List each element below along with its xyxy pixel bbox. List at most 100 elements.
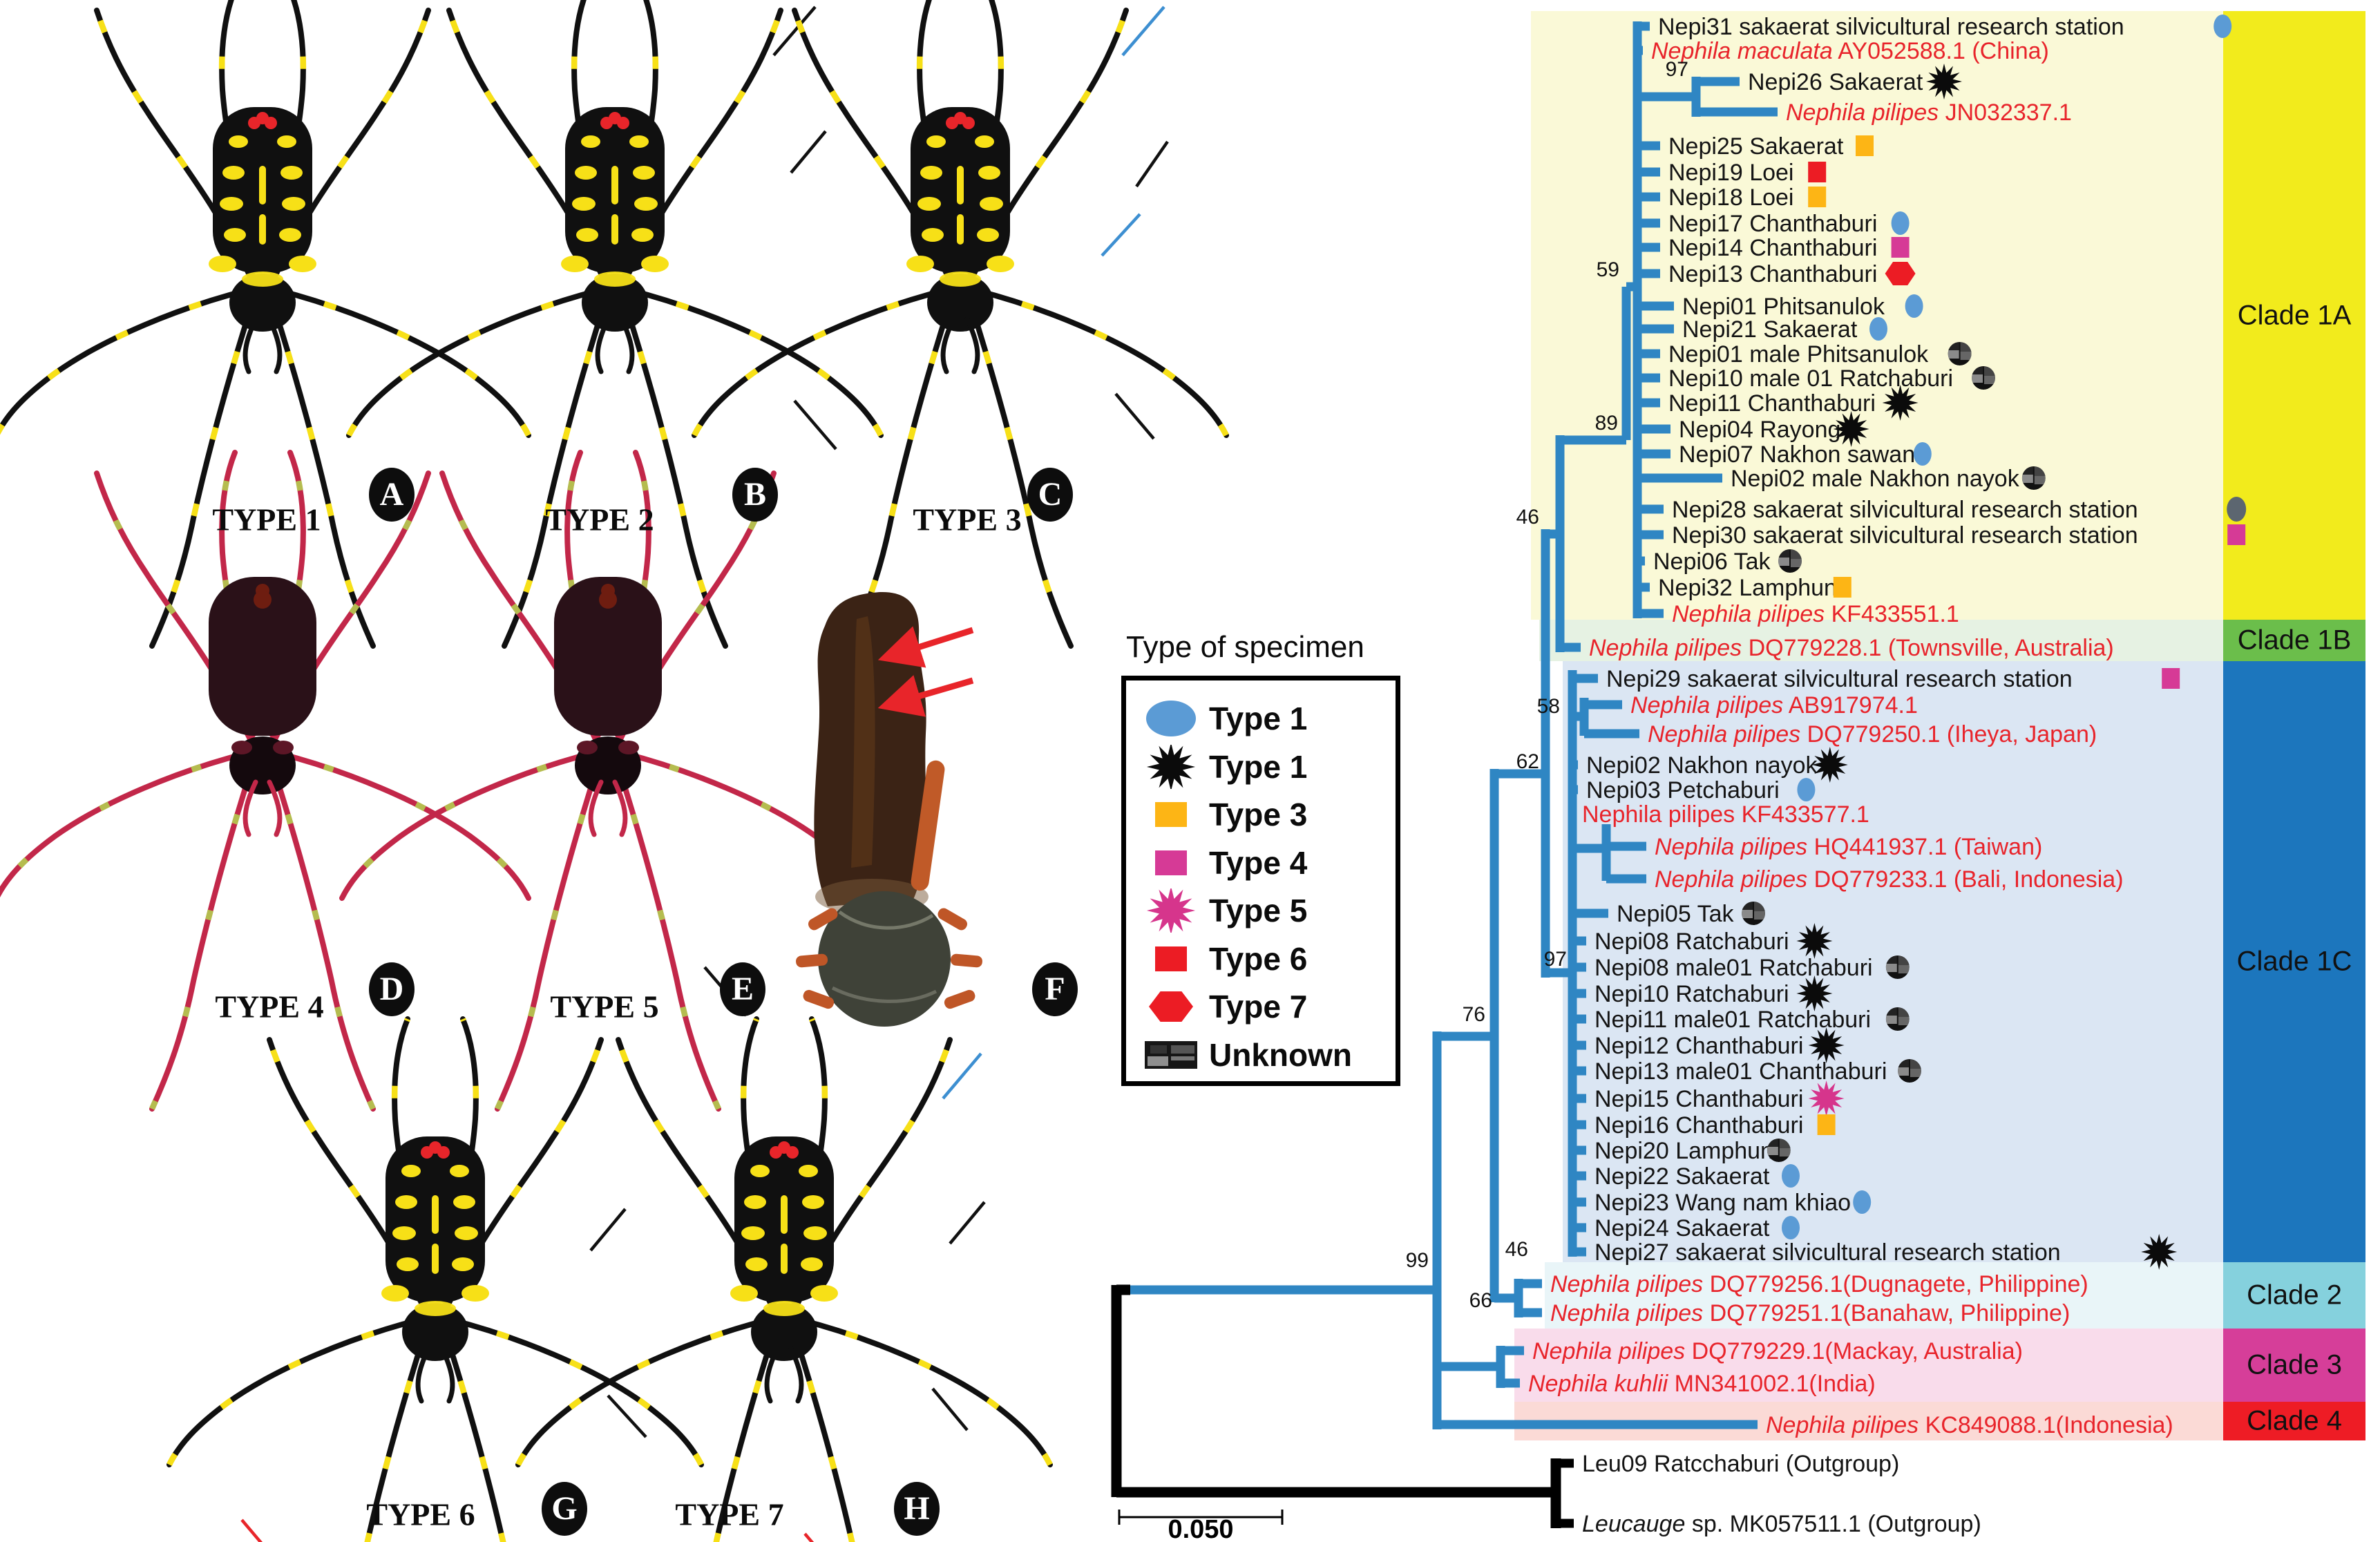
circle-blue-icon — [1782, 1164, 1800, 1188]
red-arrow-icon — [877, 626, 974, 668]
star-black-icon — [1146, 744, 1196, 789]
tip-label: Nepi28 sakaerat silvicultural research s… — [1672, 497, 2138, 523]
support-value: 46 — [1505, 1238, 1528, 1261]
checkered-icon — [1767, 1139, 1791, 1162]
checkered-icon — [1133, 1033, 1209, 1077]
tip-label: Nephila pilipes DQ779228.1 (Townsville, … — [1589, 635, 2114, 661]
tip-label: Nepi15 Chanthaburi — [1594, 1086, 1803, 1112]
tip-label: Nepi14 Chanthaburi — [1668, 235, 1877, 261]
support-value: 99 — [1406, 1249, 1429, 1272]
tip-label: Nepi04 Rayong — [1679, 417, 1840, 443]
tip-label: Nepi13 Chanthaburi — [1668, 261, 1877, 287]
clade-bar-clade-4 — [2223, 1402, 2365, 1440]
checkered-icon — [1885, 955, 1910, 979]
tip-label: Nepi01 male Phitsanulok — [1668, 341, 1929, 368]
annotation-tick — [1135, 140, 1169, 188]
tip-label: Nephila pilipes DQ779250.1 (Iheya, Japan… — [1648, 721, 2097, 748]
square-magenta-icon — [1155, 850, 1187, 875]
clade-tint-clade-1a — [1531, 11, 2223, 620]
clade-label: Clade 1C — [2236, 946, 2352, 977]
tip-label: Nepi29 sakaerat silvicultural research s… — [1606, 666, 2073, 692]
tip-label: Nephila maculata AY052588.1 (China) — [1651, 38, 2049, 64]
scale-bar: 0.050 — [1118, 1510, 1284, 1542]
clade-tint-bands — [1514, 11, 2223, 1440]
spider-illustration-g — [166, 1016, 704, 1542]
star-black-icon — [1882, 385, 1919, 421]
star-black-icon — [1833, 411, 1869, 447]
square-yellow-icon — [1133, 792, 1209, 837]
star-black-icon — [1811, 747, 1848, 783]
annotation-tick — [589, 1208, 627, 1252]
support-value: 89 — [1595, 412, 1618, 435]
star-black-icon — [1796, 975, 1833, 1011]
annotation-tick — [1121, 6, 1165, 57]
hexagon-red-icon — [1133, 984, 1209, 1029]
support-value: 58 — [1537, 695, 1560, 718]
tip-label: Nepi21 Sakaerat — [1682, 316, 1858, 343]
star-black-icon — [2141, 1234, 2178, 1270]
clade-label: Clade 3 — [2247, 1349, 2342, 1380]
annotation-tick — [931, 1387, 969, 1431]
tip-label: Nepi10 male 01 Ratchaburi — [1668, 365, 1953, 392]
legend-box — [1121, 676, 1400, 1086]
circle-blue-icon — [1913, 442, 1932, 466]
star-black-icon — [1133, 744, 1209, 789]
star-black-icon — [1808, 1027, 1845, 1063]
tip-label: Nepi13 male01 Chanthaburi — [1594, 1058, 1887, 1085]
clade-bar-clade-3 — [2223, 1329, 2365, 1402]
checkered-icon — [1972, 366, 1995, 390]
clade-bar-clade-1c — [2223, 661, 2365, 1262]
square-magenta-icon — [2227, 524, 2246, 545]
legend-item: Type 7 — [1133, 984, 1307, 1029]
panel-badge-e: E — [720, 962, 765, 1016]
circle-blue-icon — [1133, 696, 1209, 741]
checkered-icon — [1742, 902, 1765, 925]
support-value: 66 — [1469, 1289, 1492, 1312]
red-arrow-icon — [877, 675, 974, 717]
square-magenta-icon — [1891, 237, 1910, 258]
legend-item: Unknown — [1133, 1033, 1352, 1077]
legend-item-label: Type 6 — [1209, 940, 1308, 977]
legend-item-label: Type 5 — [1209, 893, 1308, 929]
support-value: 97 — [1544, 948, 1567, 971]
circle-blue-icon — [1797, 778, 1816, 801]
panel-badge-f: F — [1032, 962, 1078, 1016]
tip-label: Nephila pilipes AB917974.1 — [1630, 692, 1918, 718]
square-red-icon — [1155, 946, 1187, 971]
tip-label: Nephila pilipes KC849088.1(Indonesia) — [1766, 1412, 2173, 1438]
circle-blue-icon — [1905, 294, 1923, 318]
clade-label: Clade 1B — [2237, 625, 2352, 656]
legend-item-label: Type 7 — [1209, 989, 1308, 1025]
tip-label: Nepi20 Lamphun — [1594, 1138, 1773, 1164]
type-label-h: TYPE 7 — [675, 1496, 784, 1532]
support-value: 97 — [1666, 58, 1688, 81]
tip-label: Nephila kuhlii MN341002.1(India) — [1528, 1371, 1876, 1397]
tip-label: Nephila pilipes JN032337.1 — [1786, 99, 2072, 126]
support-value: 76 — [1463, 1003, 1485, 1026]
tip-label: Nepi31 sakaerat silvicultural research s… — [1658, 14, 2124, 40]
annotation-tick — [803, 1532, 815, 1542]
type-label-c: TYPE 3 — [913, 502, 1022, 537]
support-value: 62 — [1516, 750, 1539, 773]
photo-specimen-f — [796, 592, 982, 1027]
legend-item-label: Type 1 — [1209, 701, 1308, 736]
square-yellow-icon — [1155, 802, 1187, 827]
tip-label: Nepi16 Chanthaburi — [1594, 1112, 1803, 1139]
circle-blue-icon — [1891, 211, 1910, 235]
tip-label: Nephila pilipes DQ779256.1(Dugnagete, Ph… — [1550, 1271, 2088, 1297]
legend-item-label: Type 3 — [1209, 797, 1308, 832]
spider-illustration-d — [0, 450, 531, 1112]
phylogenetic-tree: Nepi31 sakaerat silvicultural research s… — [1111, 14, 2247, 1542]
tip-label: Nepi07 Nakhon sawan — [1679, 441, 1915, 468]
legend-item: Type 1 — [1133, 744, 1307, 789]
legend-item: Type 5 — [1133, 888, 1307, 933]
annotation-tick — [949, 1201, 986, 1245]
tip-label: Nepi02 male Nakhon nayok — [1731, 466, 2020, 492]
panel-badge-a: A — [369, 468, 415, 522]
tip-label: Leucauge sp. MK057511.1 (Outgroup) — [1582, 1511, 1981, 1537]
checkered-icon — [1885, 1007, 1910, 1031]
tip-label: Nephila pilipes DQ779251.1(Banahaw, Phil… — [1550, 1300, 2070, 1326]
tip-label: Nepi18 Loei — [1668, 184, 1793, 211]
annotation-tick — [790, 130, 827, 174]
